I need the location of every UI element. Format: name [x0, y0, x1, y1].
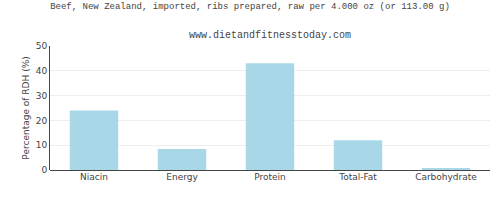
svg-text:Carbohydrate: Carbohydrate — [415, 172, 477, 182]
svg-text:0: 0 — [41, 165, 47, 175]
svg-text:Niacin: Niacin — [80, 172, 108, 182]
svg-text:www.dietandfitnesstoday.com: www.dietandfitnesstoday.com — [189, 30, 351, 41]
svg-text:Protein: Protein — [254, 172, 286, 182]
svg-text:10: 10 — [36, 140, 48, 150]
svg-text:Percentage of RDH (%): Percentage of RDH (%) — [21, 56, 31, 159]
svg-text:Beef, New Zealand, imported, r: Beef, New Zealand, imported, ribs prepar… — [50, 2, 450, 12]
svg-text:40: 40 — [36, 66, 48, 76]
svg-text:20: 20 — [36, 116, 48, 126]
svg-text:50: 50 — [36, 41, 48, 51]
svg-text:30: 30 — [36, 91, 48, 101]
svg-text:Total-Fat: Total-Fat — [338, 172, 377, 182]
svg-text:Energy: Energy — [166, 172, 198, 182]
